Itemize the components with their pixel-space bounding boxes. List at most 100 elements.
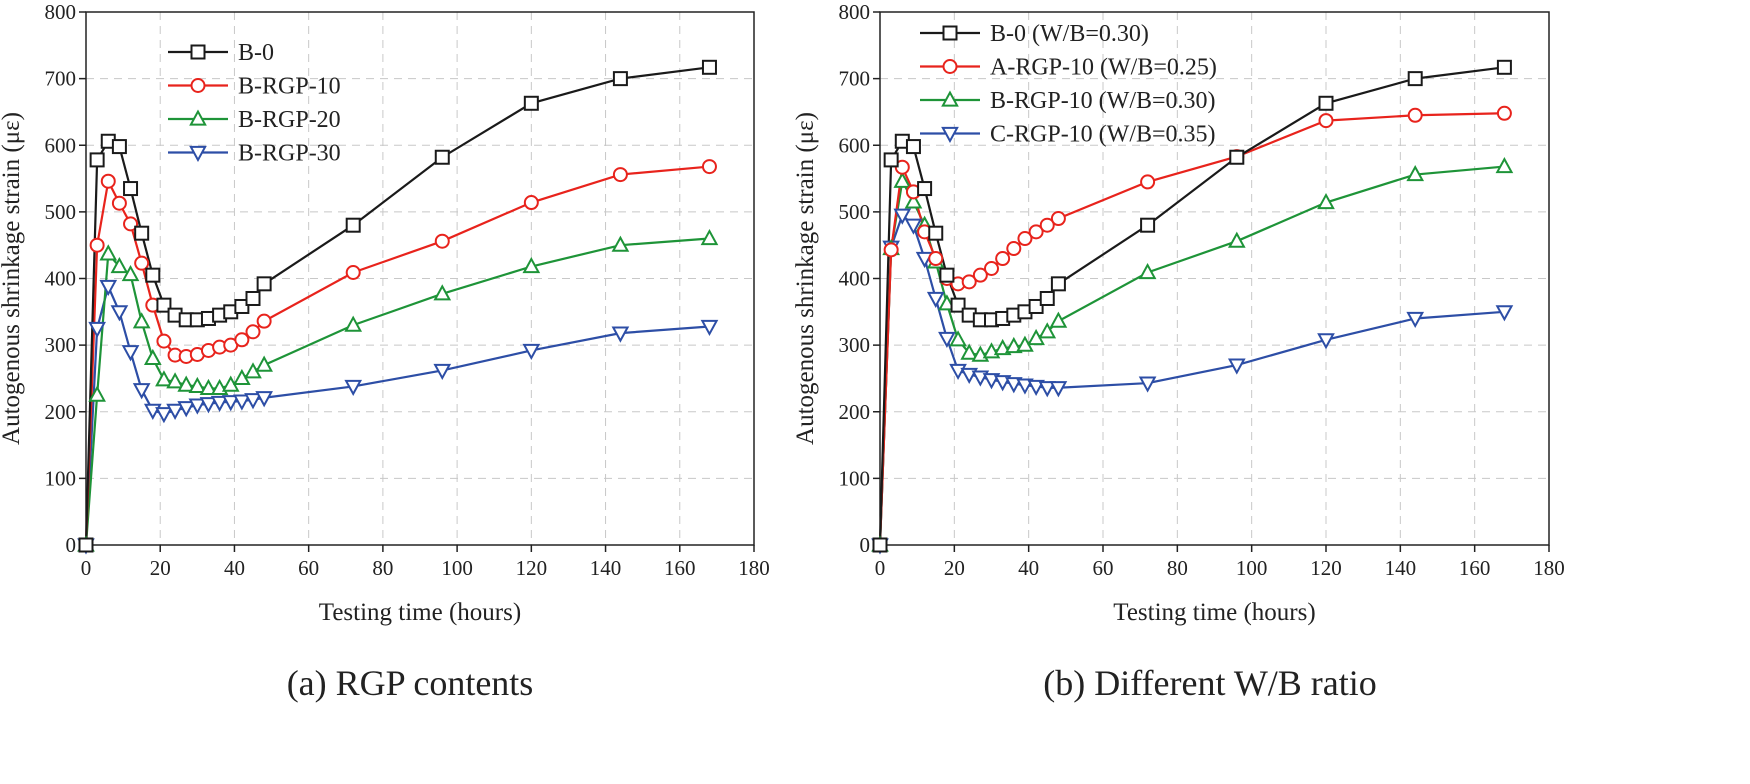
data-point <box>893 171 912 188</box>
y-tick-label: 700 <box>45 67 77 91</box>
x-tick-label: 60 <box>1093 556 1114 580</box>
data-point <box>883 242 899 258</box>
x-tick-label: 20 <box>944 556 965 580</box>
data-point <box>255 355 273 372</box>
data-point <box>522 343 541 361</box>
data-point <box>1495 157 1514 174</box>
data-point <box>256 276 272 292</box>
legend-label: A-RGP-10 (W/B=0.25) <box>990 55 1217 81</box>
data-point <box>434 233 450 249</box>
data-point <box>949 330 967 347</box>
data-point <box>177 375 196 392</box>
x-tick-label: 80 <box>1167 556 1188 580</box>
data-point <box>89 237 105 253</box>
x-tick-label: 40 <box>1018 556 1039 580</box>
x-tick-label: 100 <box>441 556 473 580</box>
legend-marker <box>941 90 959 107</box>
x-tick-label: 140 <box>590 556 622 580</box>
data-point <box>612 71 628 87</box>
data-point <box>1318 113 1334 129</box>
y-tick-label: 300 <box>839 333 871 357</box>
data-point <box>1038 322 1057 339</box>
data-point <box>1318 95 1334 111</box>
chart-b: 0 20 40 60 80 100 120 140 160 180 0 100 200 300 400 500… <box>792 0 1565 703</box>
data-point <box>1004 377 1023 394</box>
data-point <box>166 372 184 389</box>
data-point <box>143 348 162 366</box>
data-point <box>155 370 173 387</box>
data-point <box>123 216 139 232</box>
data-point <box>99 244 118 261</box>
legend-marker <box>941 126 959 144</box>
x-axis-title: Testing time (hours) <box>319 599 521 626</box>
legend-label: B-RGP-30 <box>238 141 341 167</box>
data-point <box>345 217 361 233</box>
data-point <box>938 331 956 349</box>
data-point <box>255 391 273 408</box>
data-point <box>156 333 172 349</box>
series-line <box>84 66 710 546</box>
data-point <box>156 297 172 313</box>
data-point <box>111 139 127 155</box>
series-line <box>878 213 1505 546</box>
data-point <box>1028 224 1044 240</box>
data-point <box>926 291 945 309</box>
data-point <box>523 95 539 111</box>
data-point <box>1039 217 1055 233</box>
data-point <box>233 394 251 411</box>
data-point <box>1039 290 1055 306</box>
data-point <box>1027 379 1045 396</box>
x-tick-label: 120 <box>516 556 548 580</box>
data-point <box>701 159 717 175</box>
series-line <box>84 237 710 546</box>
data-point <box>1407 107 1423 123</box>
x-tick-label: 100 <box>1236 556 1268 580</box>
legend-marker <box>190 44 206 60</box>
data-point <box>1138 376 1157 393</box>
data-point <box>88 385 106 402</box>
y-tick-label: 500 <box>839 200 871 224</box>
data-point <box>234 298 250 314</box>
data-point <box>155 407 173 424</box>
y-tick-label: 200 <box>45 400 77 424</box>
y-tick-label: 800 <box>839 0 871 24</box>
legend-label: C-RGP-10 (W/B=0.35) <box>990 122 1216 148</box>
legend-marker <box>942 25 958 41</box>
y-tick-label: 600 <box>839 133 871 157</box>
data-point <box>110 256 129 274</box>
data-point <box>244 393 262 410</box>
data-point <box>256 313 272 329</box>
data-point <box>904 218 923 235</box>
y-tick-label: 700 <box>839 67 871 91</box>
data-point <box>917 181 933 197</box>
x-tick-label: 60 <box>298 556 319 580</box>
legend-label: B-RGP-20 <box>238 107 341 133</box>
y-tick-label: 0 <box>66 533 77 557</box>
data-point <box>611 235 630 252</box>
data-point <box>1140 217 1156 233</box>
data-point <box>1227 231 1246 248</box>
y-axis-title: Autogenous shrinkage strain (με) <box>792 112 819 445</box>
data-point <box>939 267 955 283</box>
data-point <box>1407 71 1423 87</box>
data-point <box>199 378 218 396</box>
legend-label: B-RGP-10 <box>238 74 341 100</box>
data-point <box>872 537 888 553</box>
x-axis-title: Testing time (hours) <box>1113 599 1315 626</box>
data-point <box>188 376 207 394</box>
x-tick-label: 160 <box>1459 556 1491 580</box>
legend-label: B-0 (W/B=0.30) <box>990 21 1149 47</box>
data-point <box>984 261 999 277</box>
chart-a: 0 20 40 60 80 100 120 140 160 180 0 100 200 300 400 500… <box>0 0 770 703</box>
x-tick-label: 180 <box>1533 556 1565 580</box>
data-point <box>1049 381 1068 398</box>
data-point <box>611 326 630 343</box>
data-point <box>972 267 988 283</box>
data-point <box>960 343 979 360</box>
y-tick-label: 500 <box>45 200 77 224</box>
data-point <box>100 173 116 189</box>
data-point <box>132 312 151 329</box>
y-tick-label: 300 <box>45 333 77 357</box>
data-point <box>1406 165 1425 182</box>
legend-marker <box>189 145 207 163</box>
